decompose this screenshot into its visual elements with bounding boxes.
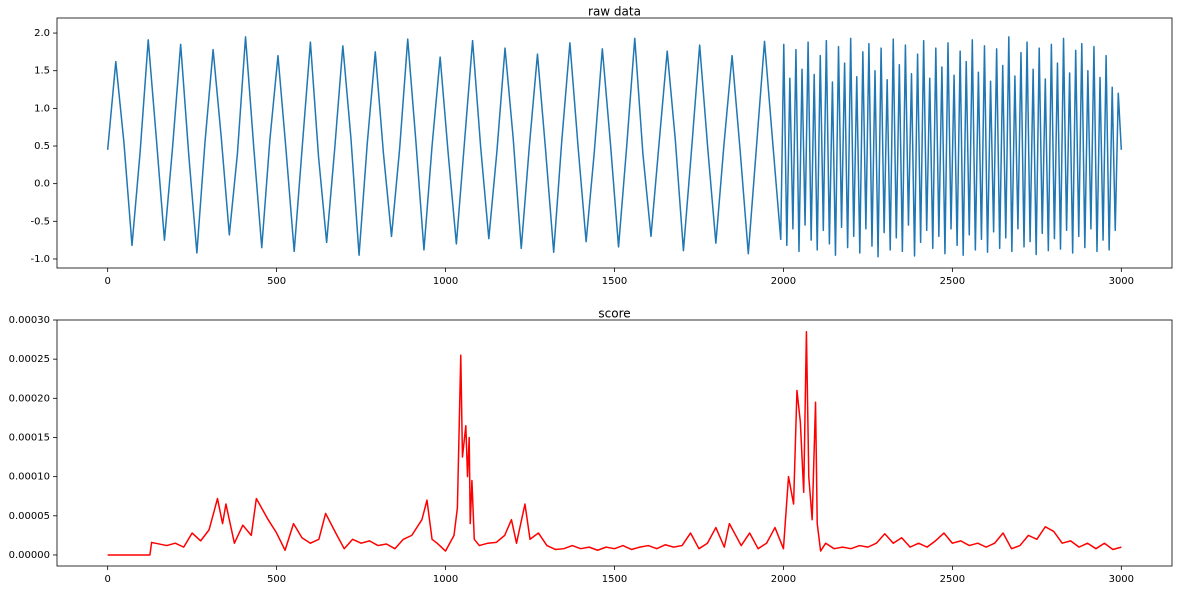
- y-tick-label: 0.00005: [9, 511, 50, 522]
- y-tick-label: 0.00000: [9, 550, 50, 561]
- y-tick-label: -0.5: [30, 216, 50, 227]
- y-tick-label: 2.0: [34, 28, 50, 39]
- data-line: [107, 331, 1122, 556]
- y-tick-label: 0.00025: [9, 354, 50, 365]
- x-tick-label: 2000: [771, 574, 796, 585]
- y-tick-label: 0.00015: [9, 432, 50, 443]
- x-tick-label: 500: [267, 574, 286, 585]
- x-tick-label: 2000: [771, 276, 796, 287]
- x-tick-label: 3000: [1109, 574, 1134, 585]
- x-tick-label: 1000: [433, 276, 458, 287]
- x-tick-label: 0: [104, 574, 110, 585]
- axes-frame: [56, 319, 1173, 567]
- chart-title: raw data: [588, 5, 641, 19]
- x-tick-label: 2500: [940, 276, 965, 287]
- x-tick-label: 3000: [1109, 276, 1134, 287]
- y-tick-label: 0.00020: [9, 393, 50, 404]
- y-tick-label: 0.5: [34, 141, 50, 152]
- y-tick-label: 1.0: [34, 103, 50, 114]
- x-tick-label: 1000: [433, 574, 458, 585]
- x-tick-label: 0: [104, 276, 110, 287]
- x-tick-label: 2500: [940, 574, 965, 585]
- y-tick-label: 0.00030: [9, 315, 50, 326]
- x-tick-label: 1500: [602, 276, 627, 287]
- chart-title: score: [598, 307, 630, 321]
- x-tick-label: 500: [267, 276, 286, 287]
- x-tick-label: 1500: [602, 574, 627, 585]
- y-tick-label: 0.00010: [9, 472, 50, 483]
- y-tick-label: 0.0: [34, 179, 50, 190]
- data-line: [106, 36, 1123, 258]
- y-tick-label: -1.0: [30, 254, 50, 265]
- y-tick-label: 1.5: [34, 66, 50, 77]
